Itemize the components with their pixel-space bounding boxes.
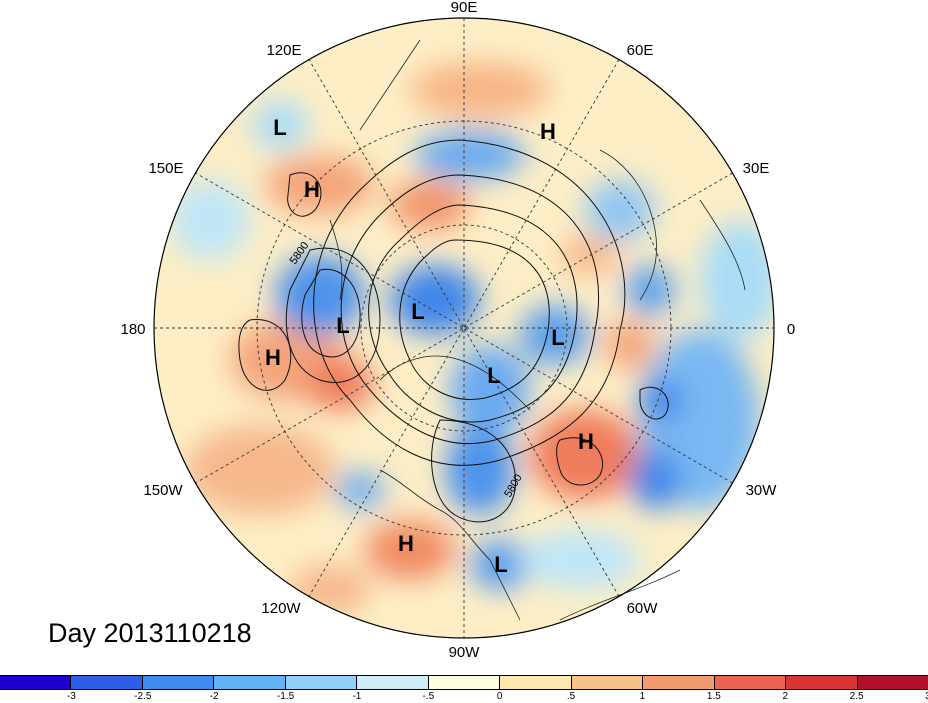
height-contours xyxy=(238,139,669,523)
pressure-center-label: L xyxy=(411,299,424,324)
lon-label: 60W xyxy=(627,600,659,617)
lon-label: 60E xyxy=(627,42,654,59)
colorbar-tick-label: 3 xyxy=(925,691,928,702)
pressure-center-label: L xyxy=(336,313,349,338)
colorbar-segment xyxy=(857,676,928,689)
lon-label: 90E xyxy=(451,0,478,16)
anomaly-field xyxy=(154,18,774,638)
colorbar-tick-label: -1.5 xyxy=(276,691,295,702)
colorbar-segment xyxy=(357,676,429,689)
colorbar-tick-label: -2 xyxy=(209,691,219,702)
longitude-labels: 90E 60E 30E 0 30W 60W 90W 120W 150W 180 … xyxy=(120,0,795,661)
lon-label: 150E xyxy=(148,160,183,177)
colorbar-segment xyxy=(142,676,215,689)
lon-label: 150W xyxy=(143,482,183,499)
colorbar-tick-label: 0 xyxy=(496,691,503,702)
colorbar-tick-label: -1 xyxy=(352,691,362,702)
pressure-center-label: H xyxy=(304,177,320,202)
pressure-center-label: L xyxy=(494,552,507,577)
colorbar-tick-label: 2.5 xyxy=(849,691,864,702)
colorbar-tick-label: 1 xyxy=(639,691,646,702)
colorbar-segment xyxy=(786,676,858,689)
colorbar-segment xyxy=(0,676,72,689)
pressure-center-label: H xyxy=(578,429,594,454)
colorbar-tick-label: -3 xyxy=(66,691,76,702)
pressure-center-label: H xyxy=(265,345,281,370)
colorbar-tick-label: .5 xyxy=(566,691,576,702)
colorbar-tick-labels: -3 -2.5 -2 -1.5 -1 -.5 0 .5 1 1.5 2 2.5 3 xyxy=(0,691,928,703)
lon-label: 180 xyxy=(120,321,145,338)
colorbar-segment xyxy=(500,676,572,689)
lon-label: 120W xyxy=(261,600,301,617)
colorbar-segment xyxy=(571,676,644,689)
pressure-center-label: L xyxy=(273,115,286,140)
graticule xyxy=(154,18,774,638)
day-label: Day 2013110218 xyxy=(48,618,252,648)
pressure-center-label: L xyxy=(551,325,564,350)
colorbar-segment xyxy=(71,676,143,689)
coastlines xyxy=(329,39,746,621)
colorbar-tick-label: -.5 xyxy=(422,691,435,702)
colorbar-segment xyxy=(428,676,501,689)
pressure-center-label: H xyxy=(398,531,414,556)
lon-label: 30W xyxy=(746,482,778,499)
lon-label: 120E xyxy=(266,42,301,59)
lon-label: 90W xyxy=(449,644,481,661)
colorbar-tick-label: -2.5 xyxy=(134,691,152,702)
colorbar xyxy=(0,675,928,690)
map-boundary xyxy=(153,17,775,639)
pressure-centers: L H H L L L L H H H L xyxy=(265,115,594,577)
colorbar-segment xyxy=(214,676,286,689)
colorbar-segment xyxy=(714,676,787,689)
lon-label: 30E xyxy=(743,160,770,177)
colorbar-segment xyxy=(285,676,358,689)
colorbar-tick-label: 1.5 xyxy=(706,691,721,702)
pressure-center-label: L xyxy=(487,363,500,388)
lon-label: 0 xyxy=(787,321,795,338)
colorbar-tick-label: 2 xyxy=(782,691,788,702)
polar-map: 90E 60E 30E 0 30W 60W 90W 120W 150W 180 … xyxy=(120,0,795,661)
colorbar-segment xyxy=(643,676,715,689)
pressure-center-label: H xyxy=(540,119,556,144)
